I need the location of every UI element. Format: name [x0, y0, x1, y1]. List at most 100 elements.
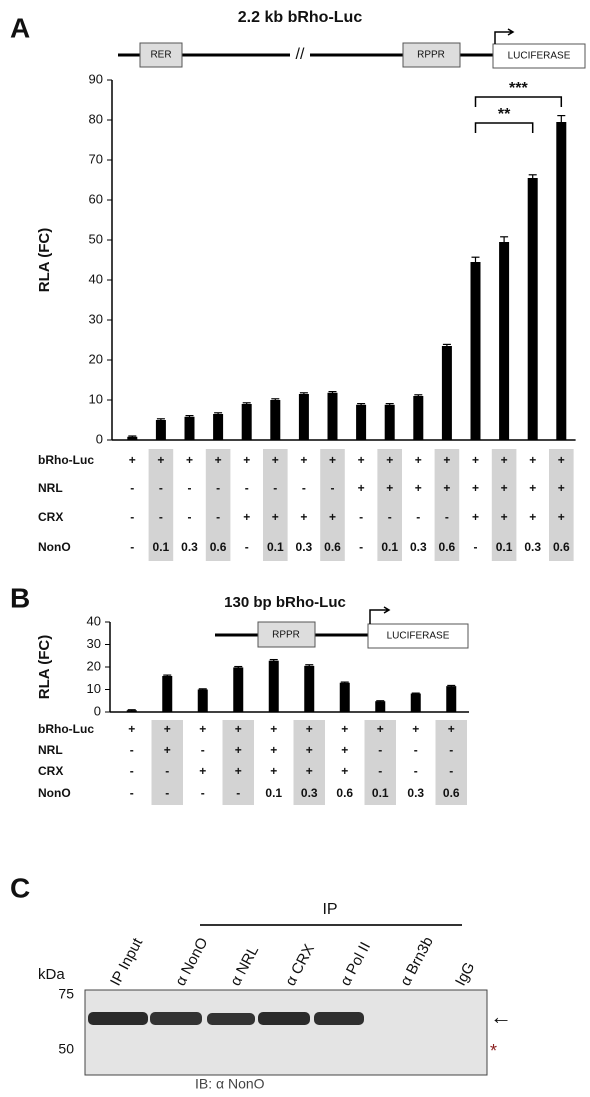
bar: [470, 262, 481, 440]
bar: [127, 436, 138, 440]
cell: +: [306, 722, 313, 736]
cell: -: [130, 786, 134, 800]
bar: [327, 392, 338, 440]
ip-label: IP: [322, 901, 337, 918]
y-tick-label: 30: [89, 311, 103, 326]
chart-title: 2.2 kb bRho-Luc: [238, 9, 363, 26]
column-shade: [364, 720, 396, 805]
cell: 0.6: [210, 540, 227, 554]
row-label: NonO: [38, 540, 71, 554]
y-tick-label: 60: [89, 191, 103, 206]
row-label: CRX: [38, 510, 63, 524]
cell: +: [501, 453, 508, 467]
cell: +: [377, 722, 384, 736]
y-tick-label: 10: [87, 681, 101, 696]
column-shade: [549, 449, 574, 561]
cell: +: [306, 743, 313, 757]
marker-label: 50: [58, 1041, 74, 1057]
cell: +: [529, 481, 536, 495]
cell: -: [216, 510, 220, 524]
break-label: //: [296, 46, 305, 63]
cell: +: [270, 764, 277, 778]
cell: -: [449, 743, 453, 757]
asterisk: *: [490, 1041, 497, 1061]
unit-label: kDa: [38, 966, 65, 983]
cell: +: [415, 481, 422, 495]
lane-label: IgG: [452, 959, 478, 988]
y-tick-label: 0: [94, 703, 101, 718]
cell: 0.1: [372, 786, 389, 800]
y-tick-label: 0: [96, 431, 103, 446]
cell: 0.3: [410, 540, 427, 554]
chart-title: 130 bp bRho-Luc: [224, 594, 346, 611]
cell: 0.6: [443, 786, 460, 800]
cell: -: [302, 481, 306, 495]
cell: +: [443, 481, 450, 495]
blot: [84, 989, 488, 1076]
bar: [413, 396, 424, 440]
cell: +: [235, 722, 242, 736]
column-shade: [293, 720, 325, 805]
y-tick-label: 20: [89, 351, 103, 366]
element-box: [402, 42, 461, 68]
cell: -: [474, 540, 478, 554]
element-box: [492, 43, 586, 69]
cell: +: [300, 453, 307, 467]
cell: -: [414, 764, 418, 778]
significance-bracket: [474, 122, 534, 133]
cell: +: [529, 510, 536, 524]
cell: -: [165, 786, 169, 800]
break: [290, 45, 310, 65]
cell: -: [165, 764, 169, 778]
cell: 0.1: [381, 540, 398, 554]
y-tick-label: 30: [87, 636, 101, 651]
cell: +: [186, 453, 193, 467]
cell: +: [215, 453, 222, 467]
cell: -: [378, 743, 382, 757]
cell: +: [272, 453, 279, 467]
column-shade: [222, 720, 254, 805]
cell: +: [443, 453, 450, 467]
element-box: [139, 42, 183, 68]
cell: 0.3: [301, 786, 318, 800]
cell: 0.6: [553, 540, 570, 554]
cell: -: [416, 510, 420, 524]
cell: +: [358, 453, 365, 467]
band: [258, 1012, 310, 1025]
y-axis-label: RLA (FC): [36, 228, 53, 292]
tss-arrow: [369, 606, 391, 624]
caption: IB: α NonO: [195, 1076, 265, 1092]
column-shade: [491, 449, 517, 561]
row-label: NonO: [38, 786, 71, 800]
cell: 0.6: [336, 786, 353, 800]
cell: +: [386, 481, 393, 495]
cell: +: [341, 743, 348, 757]
cell: -: [245, 481, 249, 495]
cell: +: [341, 722, 348, 736]
row-label: NRL: [38, 743, 63, 757]
cell: +: [412, 722, 419, 736]
cell: +: [341, 764, 348, 778]
cell: +: [329, 453, 336, 467]
cell: +: [272, 510, 279, 524]
element-label: RER: [150, 50, 171, 61]
cell: -: [130, 743, 134, 757]
significance-bracket: [474, 96, 563, 107]
cell: +: [558, 510, 565, 524]
cell: +: [164, 743, 171, 757]
cell: -: [359, 510, 363, 524]
cell: +: [128, 722, 135, 736]
cell: +: [306, 764, 313, 778]
bar: [384, 404, 395, 440]
element-box: [367, 623, 469, 649]
cell: -: [388, 510, 392, 524]
cell: 0.6: [324, 540, 341, 554]
column-shade: [435, 720, 467, 805]
cell: -: [331, 481, 335, 495]
element-label: LUCIFERASE: [508, 51, 571, 62]
cell: +: [415, 453, 422, 467]
significance-label: **: [498, 106, 511, 123]
cell: -: [378, 764, 382, 778]
cell: -: [188, 510, 192, 524]
